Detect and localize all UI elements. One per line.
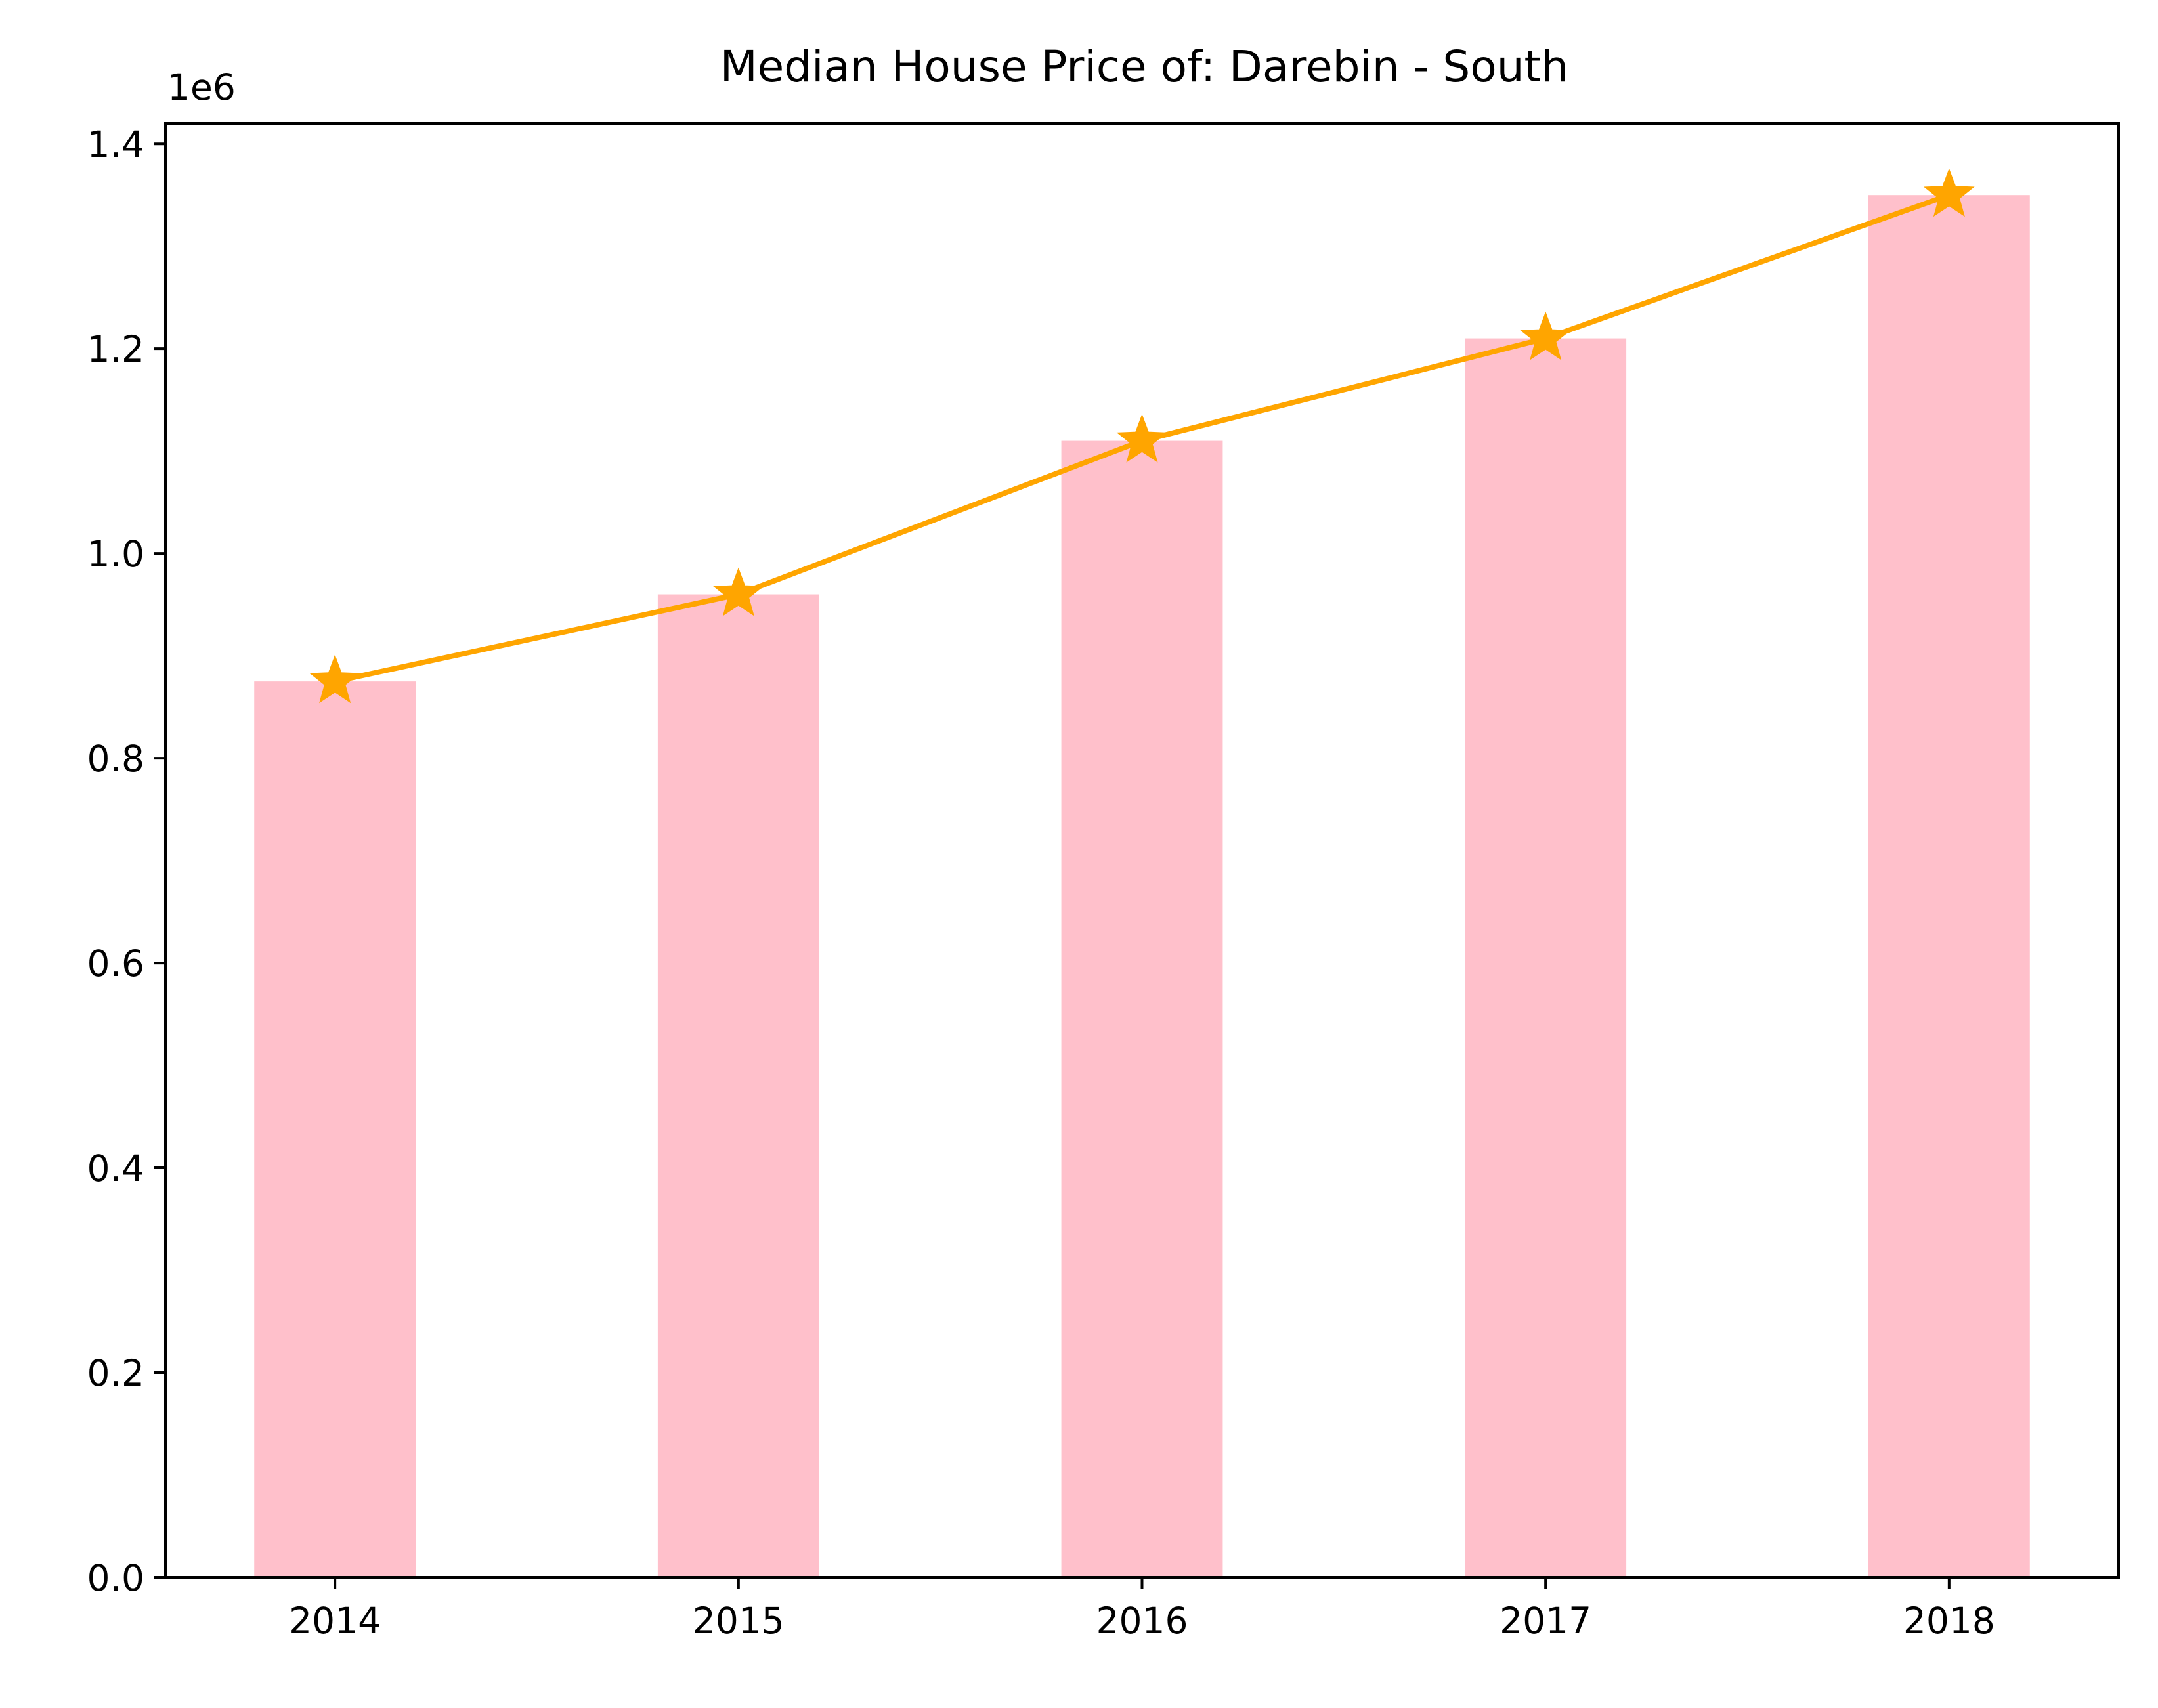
y-tick-label: 1.2 (87, 328, 144, 370)
line-point-2015 (712, 567, 764, 616)
x-axis: 2014 2015 2016 2017 2018 (289, 1577, 1995, 1642)
line-layer (309, 168, 1975, 704)
y-tick-label: 0.8 (87, 738, 144, 780)
line-point-2014 (309, 654, 361, 704)
x-tick-label: 2016 (1096, 1600, 1188, 1642)
y-tick-label: 0.2 (87, 1352, 144, 1394)
y-tick-label: 0.0 (87, 1557, 144, 1599)
y-tick-label: 0.6 (87, 943, 144, 985)
bars-layer (254, 195, 2030, 1578)
x-tick-label: 2018 (1903, 1600, 1995, 1642)
chart-title: Median House Price of: Darebin - South (720, 41, 1569, 92)
line-point-2018 (1923, 168, 1975, 217)
line-point-2016 (1116, 414, 1168, 463)
y-tick-label: 0.4 (87, 1147, 144, 1189)
y-axis: 0.0 0.2 0.4 0.6 0.8 1.0 1.2 1.4 (87, 123, 165, 1599)
bar-2014 (254, 681, 416, 1577)
bar-2017 (1465, 338, 1627, 1577)
x-tick-label: 2017 (1500, 1600, 1591, 1642)
y-tick-label: 1.4 (87, 123, 144, 165)
y-axis-offset-label: 1e6 (167, 66, 236, 108)
x-tick-label: 2014 (289, 1600, 381, 1642)
bar-2015 (657, 594, 819, 1578)
plot-frame (164, 122, 2120, 1579)
bar-2016 (1061, 440, 1223, 1577)
y-tick-label: 1.0 (87, 533, 144, 575)
line-point-2017 (1520, 311, 1572, 360)
x-tick-label: 2015 (693, 1600, 785, 1642)
bar-2018 (1868, 195, 2030, 1577)
